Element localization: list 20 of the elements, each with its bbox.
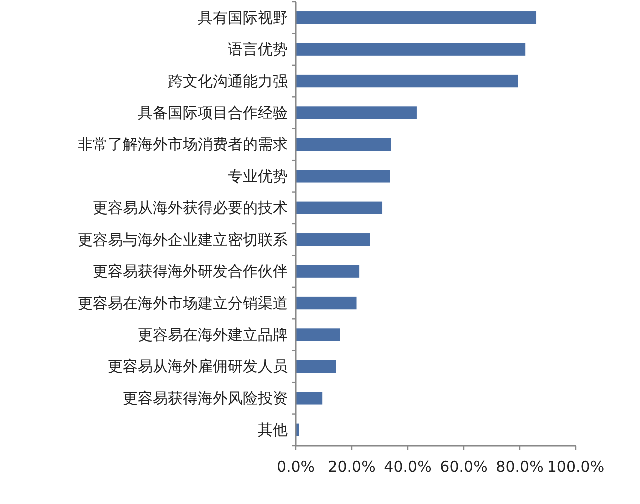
y-tick-label: 跨文化沟通能力强 <box>168 72 288 90</box>
y-tick-label: 更容易从海外获得必要的技术 <box>93 199 288 218</box>
x-tick-label: 0.0% <box>276 458 316 476</box>
x-tick-label: 60.0% <box>440 458 488 476</box>
y-tick-label: 语言优势 <box>228 40 288 59</box>
y-tick-label: 更容易在海外建立品牌 <box>138 326 288 344</box>
y-tick-label: 具有国际视野 <box>198 8 288 27</box>
x-tick-label: 100.0% <box>547 458 605 476</box>
y-tick-label: 其他 <box>258 421 288 440</box>
x-tick-label: 80.0% <box>496 458 544 476</box>
x-tick-label: 40.0% <box>384 458 432 476</box>
y-tick-label: 非常了解海外市场消费者的需求 <box>78 136 288 154</box>
y-tick-label: 更容易获得海外研发合作伙伴 <box>93 262 288 281</box>
y-tick-label: 具备国际项目合作经验 <box>138 104 288 122</box>
y-tick-label: 更容易与海外企业建立密切联系 <box>78 230 288 249</box>
y-tick-label: 更容易从海外雇佣研发人员 <box>108 358 288 376</box>
x-tick-label: 20.0% <box>328 458 376 476</box>
y-tick-label: 专业优势 <box>228 167 288 186</box>
y-tick-label: 更容易获得海外风险投资 <box>123 389 288 408</box>
y-tick-label: 更容易在海外市场建立分销渠道 <box>78 294 288 312</box>
